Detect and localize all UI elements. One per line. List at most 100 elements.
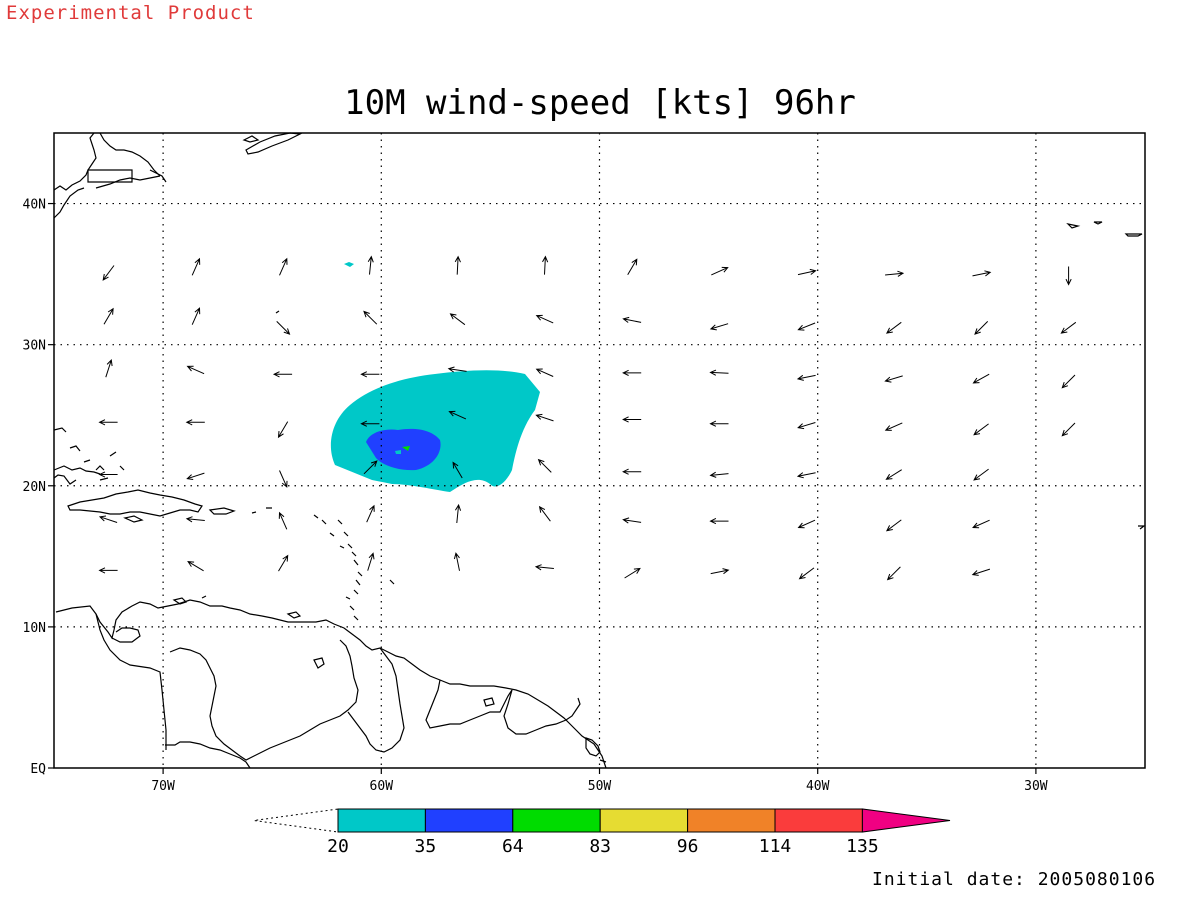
wind-vector-arrow: [191, 257, 201, 276]
coast-puerto-rico: [208, 507, 272, 515]
wind-vectors: [98, 255, 1077, 581]
lon-tick-label: 40W: [806, 779, 830, 794]
border-brazil: [503, 689, 581, 735]
colorbar-segment: [599, 808, 689, 833]
wind-vector-arrow: [277, 421, 289, 439]
wind-vector-arrow: [360, 420, 380, 427]
wind-vector-arrow: [884, 422, 903, 431]
border-guyana-suriname: [347, 647, 405, 753]
wind-vector-arrow: [279, 257, 288, 276]
wind-vector-arrow: [98, 419, 118, 426]
wind-vector-arrow: [453, 552, 460, 571]
wind-vector-arrow: [797, 519, 816, 529]
wind-vector-arrow: [103, 307, 114, 325]
colorbar-high-triangle: [861, 808, 951, 833]
wind-vector-arrow: [973, 468, 989, 481]
wind-vector-arrow: [1061, 422, 1076, 437]
wind-vector-arrow: [709, 323, 729, 331]
wind-vector-arrow: [622, 517, 642, 524]
colorbar-tick-label: 135: [846, 836, 879, 857]
map-title: 10M wind-speed [kts] 96hr: [344, 83, 856, 123]
colorbar-segment: [424, 808, 514, 833]
axes: 70W 60W 50W 40W 30W EQ 10N 20N 30N 40N: [23, 198, 1048, 794]
lon-tick-label: 60W: [370, 779, 394, 794]
coast-lake: [483, 697, 495, 707]
wind-vector-arrow: [98, 515, 118, 523]
lon-tick-label: 30W: [1024, 779, 1048, 794]
coast-trinidad: [172, 595, 325, 669]
wind-vector-arrow: [972, 373, 990, 384]
lat-tick-label: EQ: [30, 762, 46, 777]
initial-date: Initial date: 2005080106: [872, 869, 1157, 890]
wind-vector-arrow: [709, 517, 729, 525]
wind-vector-arrow: [105, 359, 113, 378]
wind-vector-arrow: [535, 413, 554, 422]
colorbar-tick-label: 114: [759, 836, 792, 857]
wind-vector-arrow: [449, 313, 466, 326]
wind-vector-arrow: [886, 566, 901, 581]
border-venezuela-guyana: [169, 639, 359, 761]
wind-vector-arrow: [1060, 321, 1077, 334]
wind-vector-arrow: [448, 410, 467, 420]
wind-vector-arrow: [542, 255, 549, 275]
colorbar: 20 35 64 83 96 114 135: [253, 808, 951, 857]
lat-tick-label: 10N: [23, 621, 46, 636]
border-venezuela-colombia: [95, 613, 167, 750]
wind-vector-arrow: [709, 369, 729, 376]
wind-vector-arrow: [627, 258, 638, 276]
wind-vector-arrow: [622, 416, 642, 423]
wind-vector-arrow: [711, 266, 729, 276]
colorbar-tick-label: 64: [502, 836, 524, 857]
coast-hispaniola: [67, 489, 203, 517]
colorbar-tick-label: 20: [327, 836, 349, 857]
wind-vector-arrow: [278, 511, 288, 530]
coast-jamaica: [123, 515, 144, 523]
colorbar-segment: [512, 808, 601, 833]
shade-20-35-small: [344, 262, 354, 267]
wind-vector-arrow: [102, 265, 115, 281]
wind-vector-arrow: [972, 519, 990, 529]
wind-vector-arrow: [709, 471, 729, 478]
coast-north-america: [53, 132, 161, 219]
lon-tick-label: 70W: [151, 779, 175, 794]
colorbar-segment: [774, 808, 863, 833]
wind-vector-arrow: [624, 567, 641, 579]
wind-vector-arrow: [363, 310, 378, 325]
wind-vector-arrow: [1065, 266, 1072, 286]
wind-vector-arrow: [191, 307, 201, 325]
shade-64-83: [402, 446, 410, 451]
wind-vector-arrow: [973, 423, 989, 436]
colorbar-segment: [687, 808, 776, 833]
coast-cape-verde: [1138, 525, 1146, 530]
wind-vector-arrow: [798, 567, 815, 580]
wind-vector-arrow: [972, 270, 992, 277]
graticule: [54, 133, 1145, 768]
wind-vector-arrow: [367, 552, 375, 571]
coast-bermuda: [275, 310, 280, 314]
lat-tick-label: 40N: [23, 198, 46, 213]
wind-speed-shading: [330, 262, 540, 492]
wind-vector-arrow: [538, 505, 551, 522]
shade-35-64: [366, 428, 441, 471]
coast-nova-scotia: [242, 132, 303, 155]
wind-vector-arrow: [974, 321, 989, 335]
wind-vector-arrow: [537, 458, 552, 473]
wind-vector-arrow: [447, 366, 467, 373]
wind-vector-arrow: [971, 568, 991, 576]
wind-vector-arrow: [279, 470, 288, 488]
wind-vector-arrow: [797, 322, 816, 331]
coast-bahamas: [53, 427, 125, 485]
wind-vector-arrow: [366, 504, 375, 523]
wind-vector-arrow: [797, 268, 817, 276]
border-suriname-guiana: [425, 679, 513, 729]
coast-new-england: [87, 169, 167, 183]
coastlines: [53, 132, 1146, 769]
wind-vector-arrow: [885, 469, 902, 480]
shade-20-35-eye: [395, 450, 401, 454]
lat-tick-label: 20N: [23, 480, 46, 495]
wind-vector-arrow: [276, 321, 291, 335]
wind-vector-arrow: [186, 472, 205, 480]
wind-vector-arrow: [367, 255, 374, 275]
wind-vector-arrow: [272, 371, 293, 378]
wind-vector-arrow: [360, 371, 380, 378]
